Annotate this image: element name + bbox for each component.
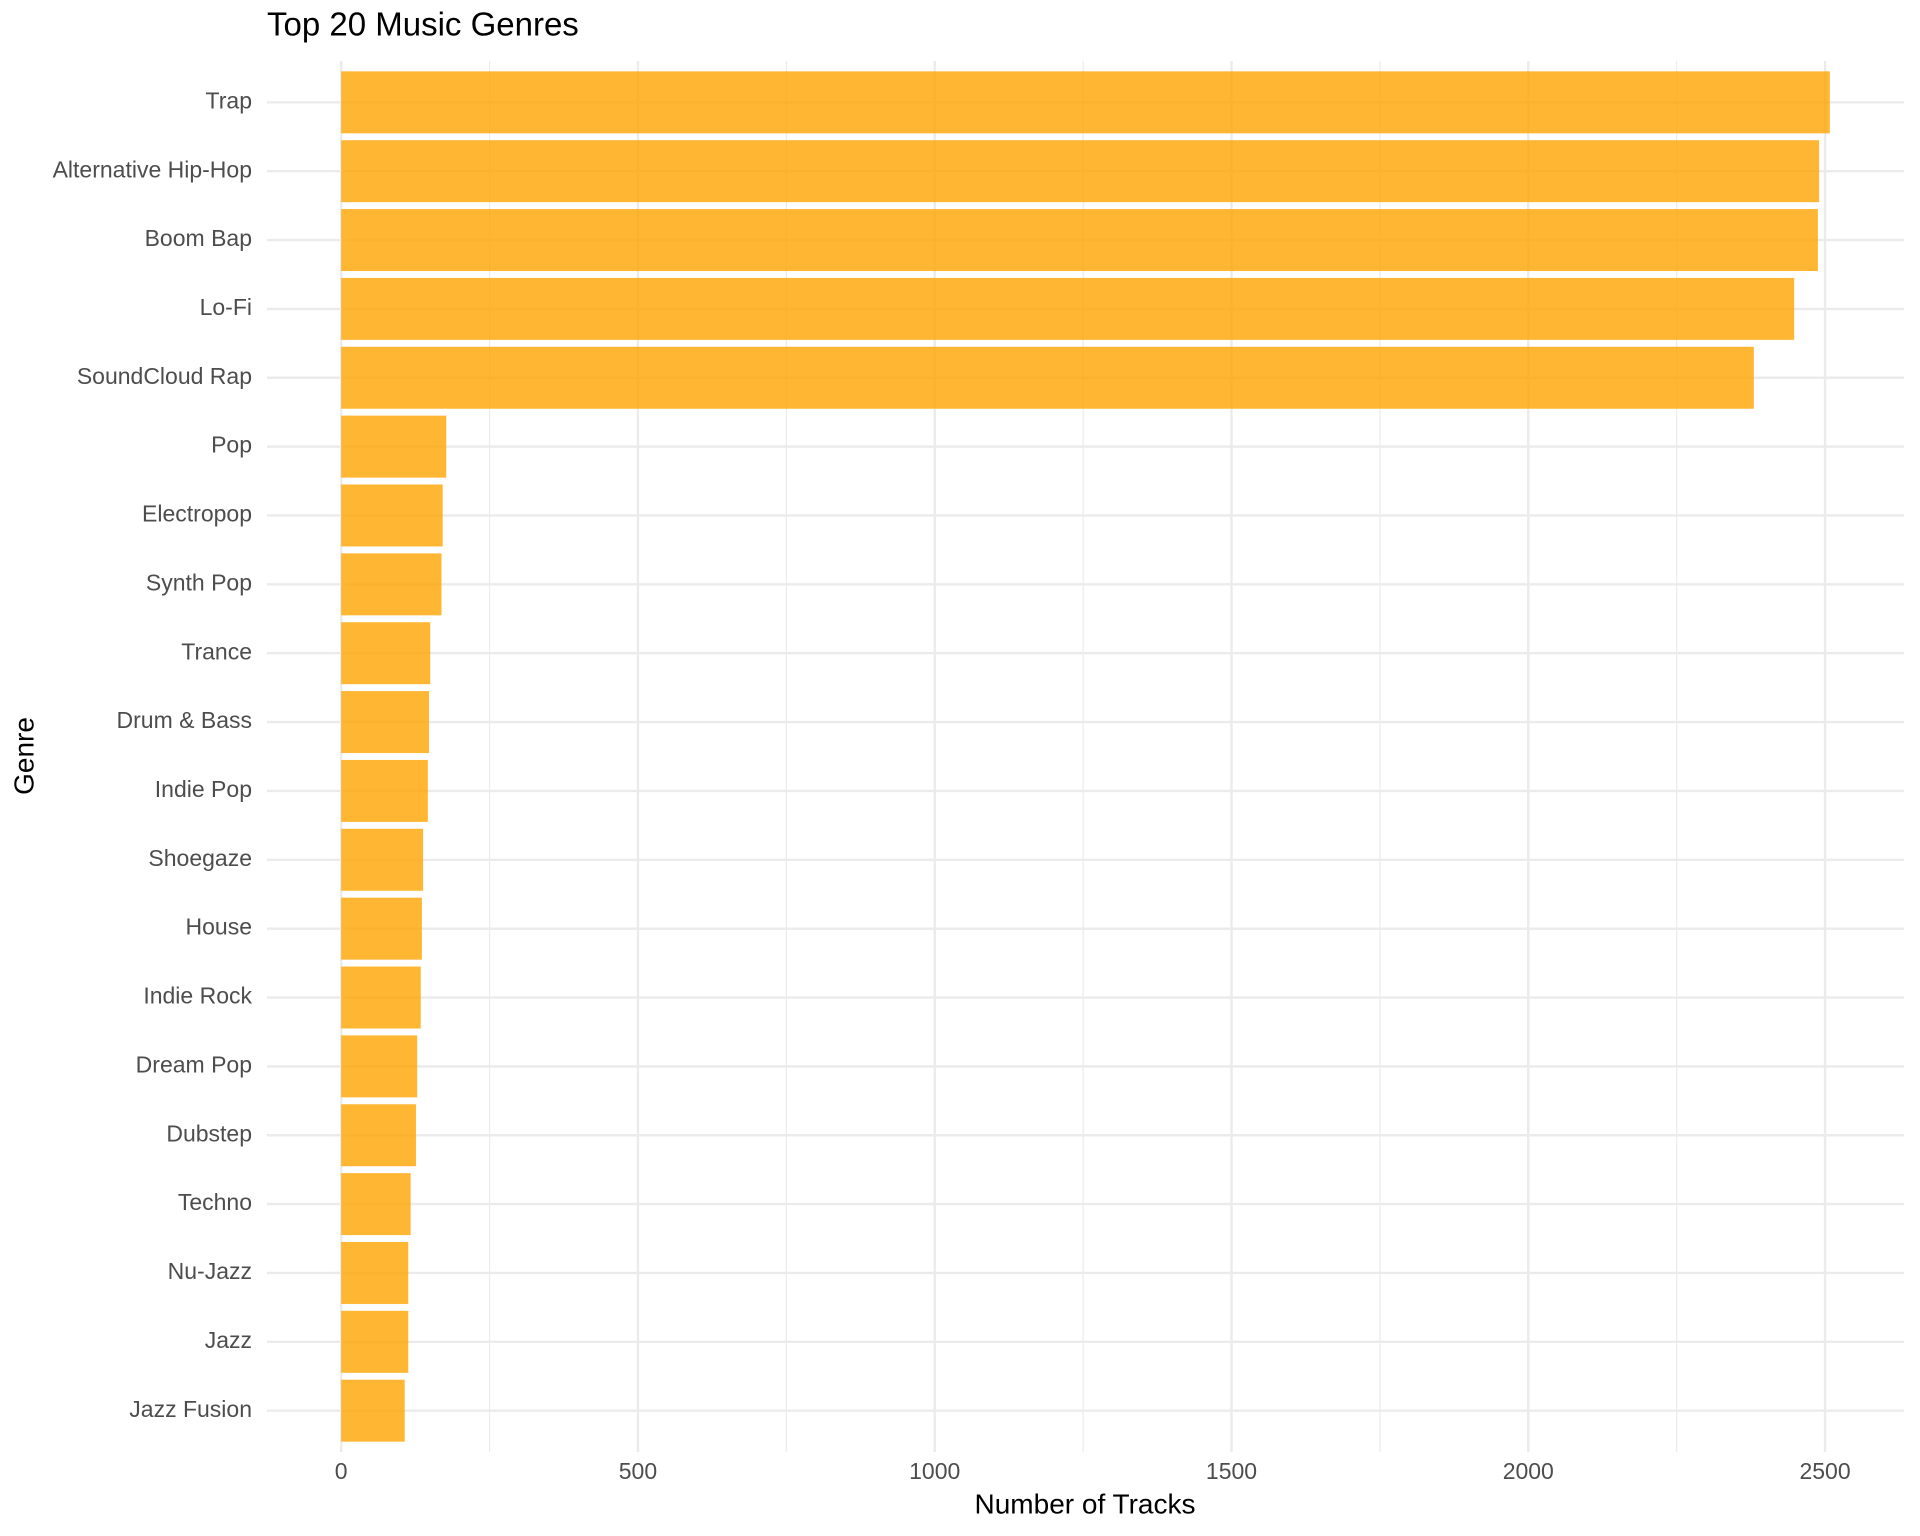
y-tick-label: House (186, 914, 252, 940)
bar (341, 1173, 411, 1236)
y-tick-label: Electropop (142, 501, 252, 527)
y-tick-label: Jazz (205, 1327, 252, 1353)
y-tick-label: Jazz Fusion (129, 1396, 252, 1422)
bar (341, 622, 431, 685)
bar (341, 71, 1830, 134)
bar (341, 966, 421, 1029)
x-tick-label: 1500 (1206, 1458, 1257, 1484)
x-tick-label: 2500 (1799, 1458, 1850, 1484)
bar (341, 1241, 409, 1304)
bar (341, 828, 424, 891)
x-tick-label: 500 (619, 1458, 657, 1484)
y-tick-label: Trap (206, 87, 252, 113)
bar (341, 1310, 409, 1373)
bar (341, 1104, 416, 1167)
bar (341, 277, 1795, 340)
x-tick-label: 1000 (909, 1458, 960, 1484)
y-tick-label: SoundCloud Rap (77, 363, 252, 389)
y-tick-label: Techno (178, 1189, 252, 1215)
y-tick-label: Boom Bap (145, 225, 252, 251)
y-tick-label: Shoegaze (148, 845, 252, 871)
y-tick-label: Indie Rock (143, 983, 252, 1009)
bar (341, 759, 428, 822)
y-tick-label: Lo-Fi (200, 294, 252, 320)
x-tick-label: 0 (335, 1458, 348, 1484)
y-axis-title: Genre (8, 717, 39, 795)
chart-title: Top 20 Music Genres (267, 6, 579, 43)
bar (341, 140, 1820, 203)
y-tick-label: Trance (181, 638, 252, 664)
x-tick-label: 2000 (1503, 1458, 1554, 1484)
bar (341, 1379, 405, 1442)
bar (341, 484, 443, 547)
bar (341, 691, 430, 754)
x-axis-title: Number of Tracks (975, 1488, 1196, 1519)
bar (341, 553, 442, 616)
y-tick-label: Nu-Jazz (168, 1258, 252, 1284)
bar (341, 209, 1818, 272)
y-tick-label: Dubstep (166, 1120, 252, 1146)
bar (341, 415, 447, 478)
bar (341, 897, 422, 960)
bar (341, 346, 1754, 409)
y-tick-label: Indie Pop (155, 776, 252, 802)
y-tick-label: Pop (211, 432, 252, 458)
bar (341, 1035, 418, 1098)
y-tick-label: Drum & Bass (117, 707, 252, 733)
y-tick-label: Alternative Hip-Hop (53, 156, 252, 182)
y-tick-label: Synth Pop (146, 569, 252, 595)
y-tick-label: Dream Pop (136, 1051, 252, 1077)
